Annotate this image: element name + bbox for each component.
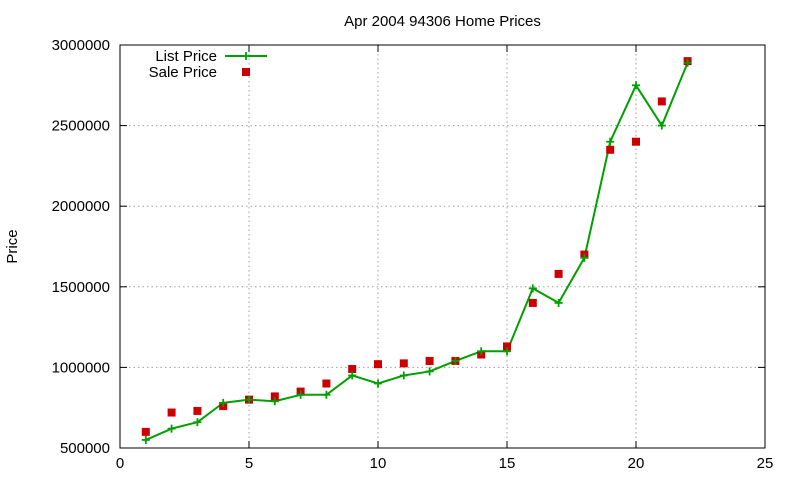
legend-label-sale-price: Sale Price [149,64,217,81]
list-price-point [399,371,408,380]
y-axis-label: Price [4,229,21,263]
sale-price-point [606,145,615,154]
x-tick-label: 20 [628,455,645,472]
list-price-point [657,121,666,130]
sale-price-point [348,365,357,374]
x-tick-label: 15 [499,455,516,472]
list-price-point [606,137,615,146]
legend-marker-list-price [242,52,250,60]
y-tick-label: 500000 [60,440,110,457]
legend-label-list-price: List Price [155,48,217,65]
sale-price-point [167,408,176,417]
list-price-point [374,379,382,388]
y-tick-label: 2000000 [52,198,110,215]
x-tick-label: 10 [370,455,387,472]
y-tick-label: 2500000 [52,118,110,135]
list-price-point [580,253,589,262]
sale-price-point [657,97,666,106]
plot-frame [119,44,766,449]
list-price-point [167,424,176,433]
list-price-point [193,418,202,427]
y-tick-label: 1000000 [52,359,110,376]
sale-price-point [425,356,434,365]
sale-price-point [554,269,563,278]
sale-price-point [528,298,537,307]
grid [120,45,765,448]
axis-ticks [119,44,766,449]
series-layer [141,57,692,444]
sale-price-point [374,360,382,369]
sale-price-point [193,406,202,415]
list-price-point [219,398,228,407]
list-price-point [348,371,357,380]
list-price-point [296,390,305,399]
legend-marker-sale-price [242,68,250,76]
y-tick-label: 1500000 [52,279,110,296]
list-price-point [451,356,460,365]
list-price-point [683,58,692,67]
list-price-point [477,347,486,356]
y-tick-label: 3000000 [52,37,110,54]
list-price-point [528,284,537,293]
x-tick-label: 25 [757,455,774,472]
list-price-point [245,395,253,404]
sale-price-point [399,359,408,368]
list-price-point [503,347,511,356]
list-price-point [425,367,434,376]
sale-price-point [503,342,511,351]
sale-price-point [141,427,150,436]
list-price-point [554,298,563,307]
sale-price-point [632,137,640,146]
list-price-point [322,390,331,399]
axis-tick-labels: 0 5 10 15 20 25 500000 1000000 1500000 2000000 250… [52,37,774,472]
list-price-point [632,81,640,90]
chart-title: Apr 2004 94306 Home Prices [344,13,541,30]
x-tick-label: 5 [245,455,253,472]
list-price-point [141,435,150,444]
sale-price-point [270,392,279,401]
list-price-line [145,62,689,441]
sale-price-point [322,379,331,388]
list-price-point [270,397,279,406]
x-tick-label: 0 [116,455,124,472]
